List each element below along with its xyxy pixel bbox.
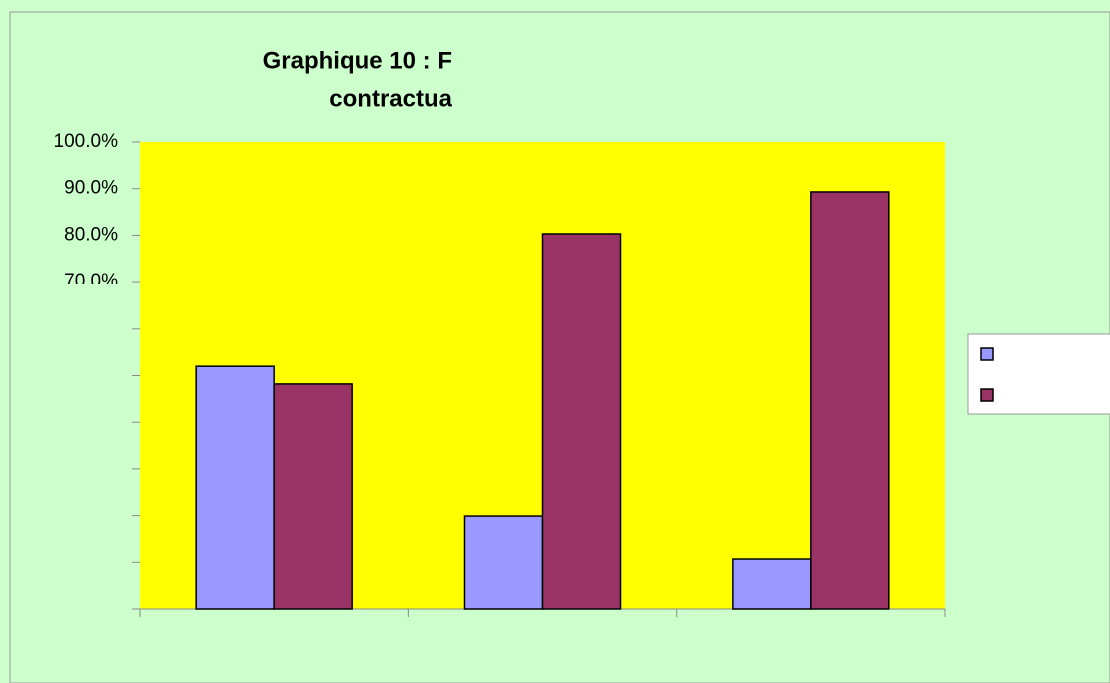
chart-title: contractua [329,85,452,112]
plot [132,141,946,617]
bar [195,365,275,610]
y-tick-label: 70.0% [64,271,118,292]
bar [541,233,622,610]
legend [967,333,1110,415]
y-tick-label: 80.0% [64,224,118,245]
bar [810,191,890,610]
legend-items [980,347,994,402]
y-tick-label: 100.0% [54,131,119,152]
title-group: Graphique 10 : F contractua [263,47,452,112]
legend-swatch [980,347,994,361]
bar [732,558,812,610]
bar [273,383,353,610]
legend-swatch [980,388,994,402]
y-labels: 100.0% 90.0% 80.0% 70.0% [54,131,119,292]
y-tick-label: 90.0% [64,178,118,199]
chart-title: Graphique 10 : F [263,47,452,74]
bar [463,515,544,610]
